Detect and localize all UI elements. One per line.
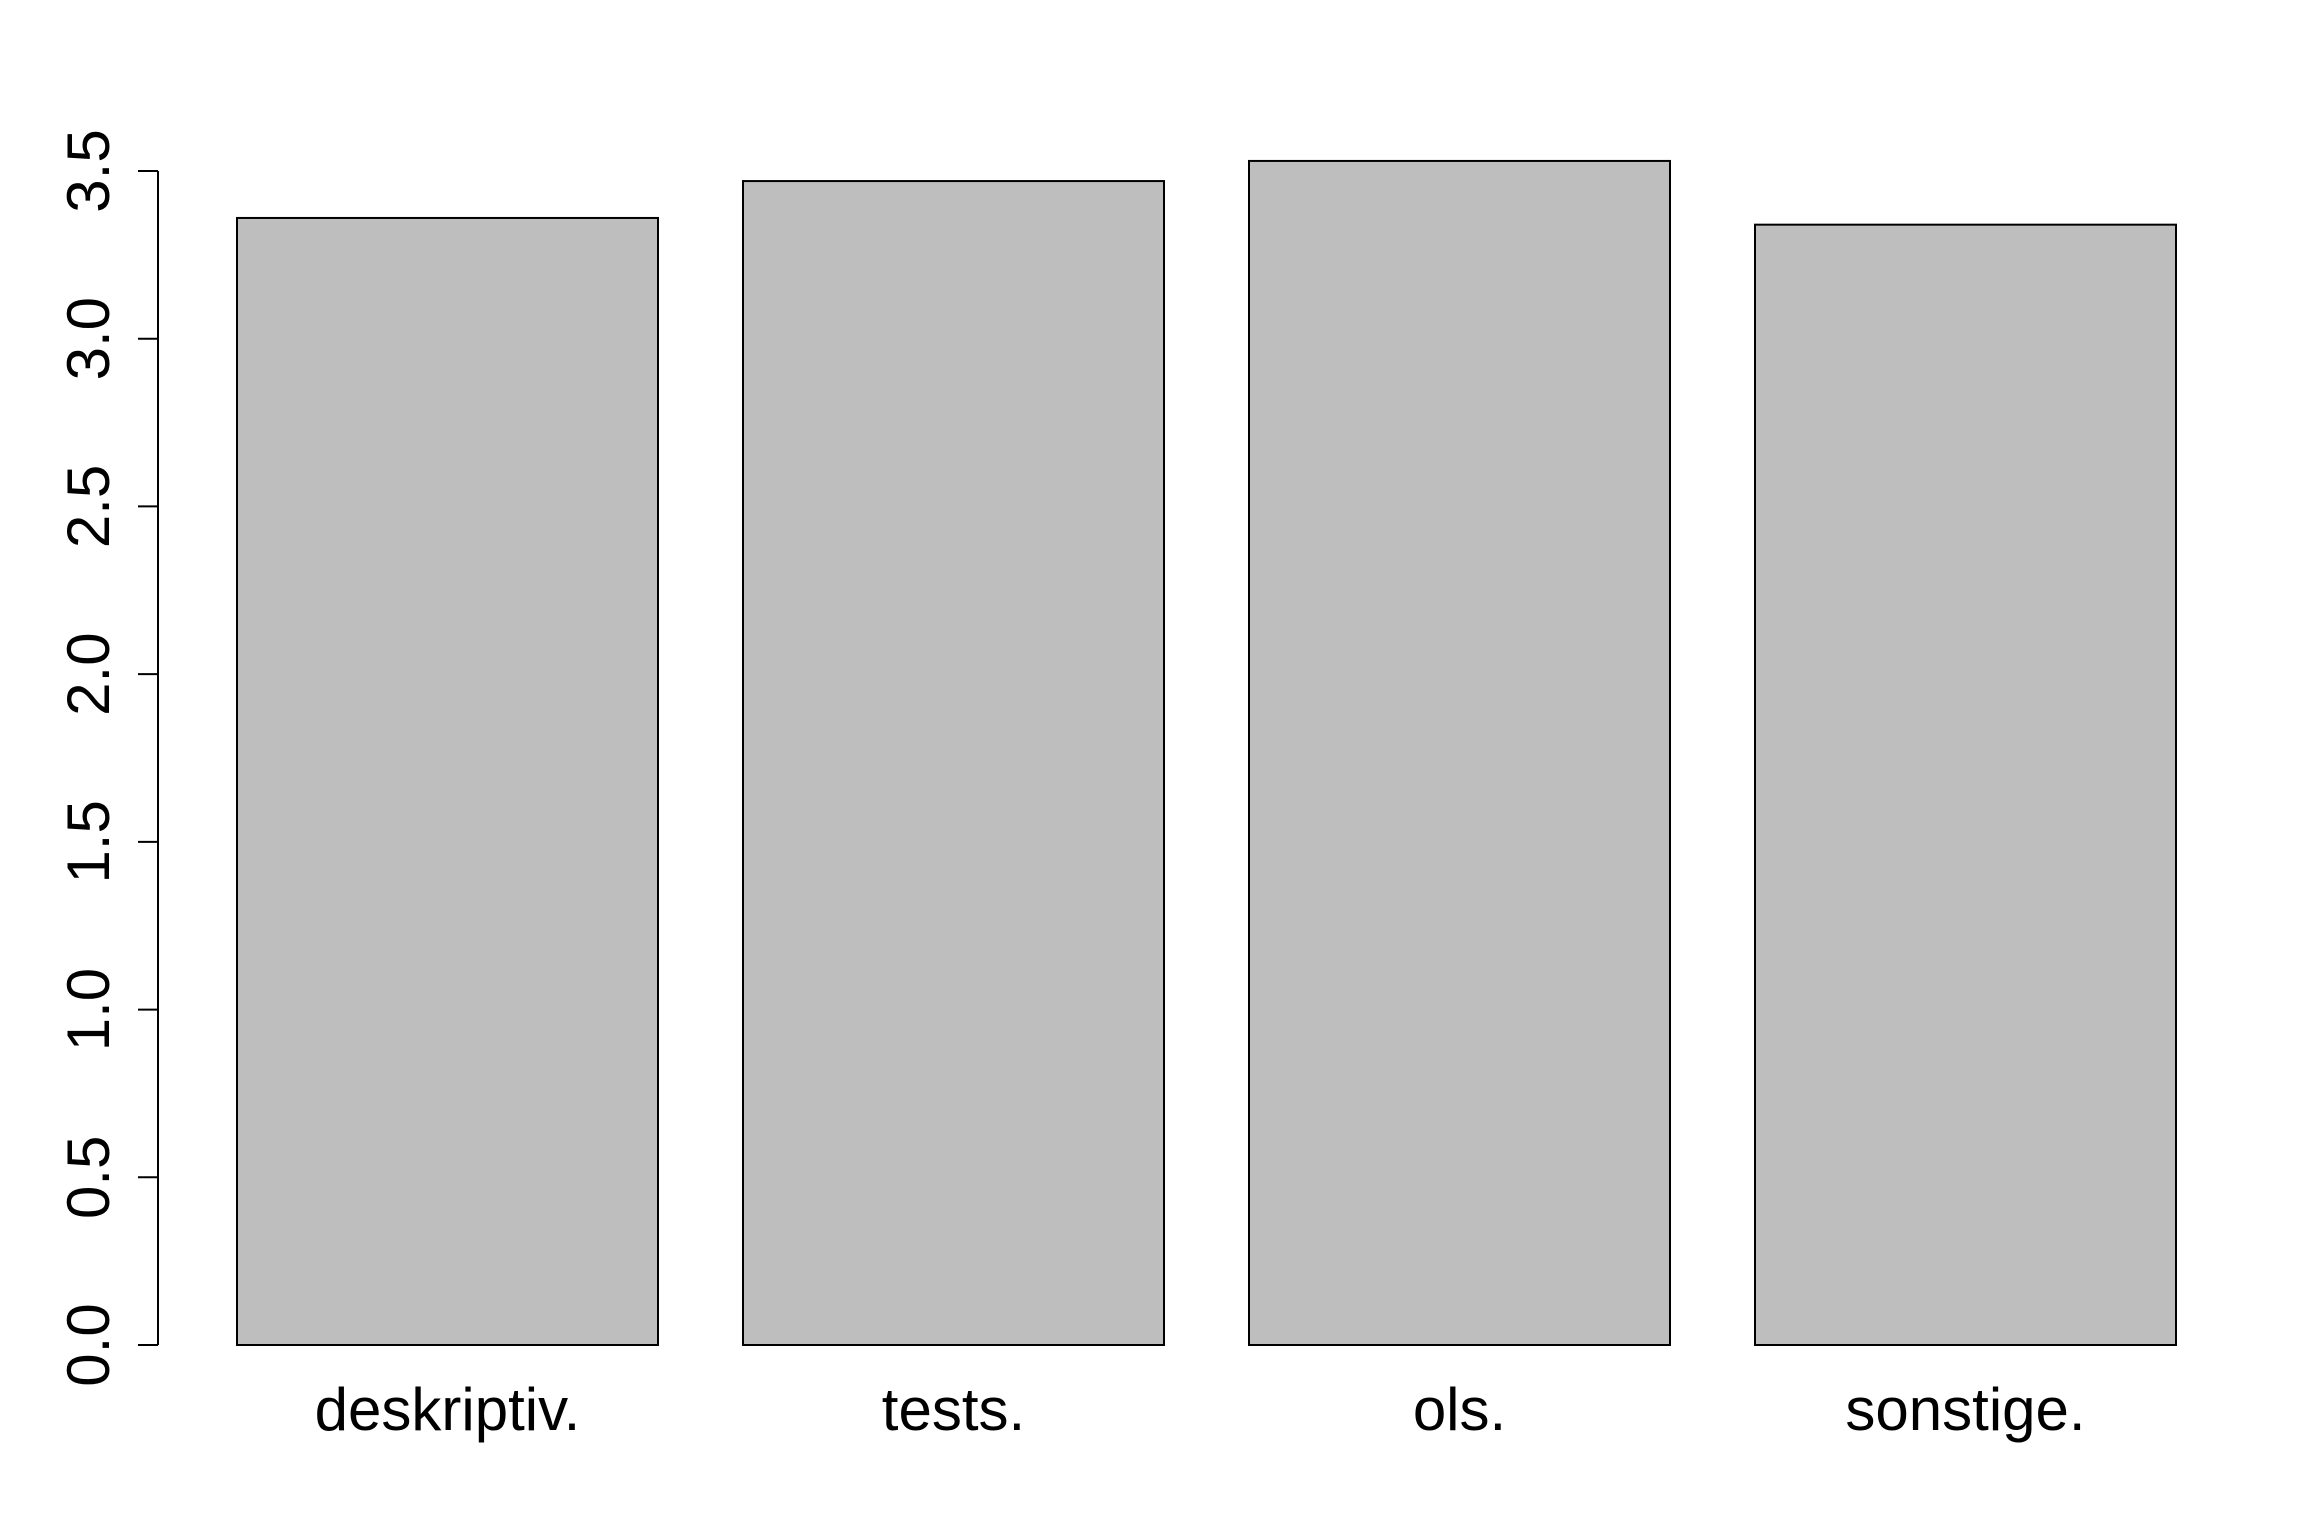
bar-tests: [742, 180, 1165, 1346]
x-category-label: ols.: [1413, 1376, 1506, 1443]
y-tick-label: 0.0: [55, 1303, 122, 1386]
bar-deskriptiv: [236, 216, 659, 1347]
y-tick-label: 3.0: [55, 297, 122, 380]
y-tick-label: 2.0: [55, 632, 122, 715]
y-axis: 0.0 0.5 1.0 1.5 2.0 2.5 3.0 3.5: [55, 129, 159, 1387]
y-tick-label: 1.0: [55, 968, 122, 1051]
y-tick-label: 0.5: [55, 1136, 122, 1219]
x-category-label: tests.: [882, 1376, 1025, 1443]
bar-ols: [1248, 159, 1671, 1347]
bar-sonstige: [1754, 223, 2177, 1346]
x-category-label: sonstige.: [1845, 1376, 2085, 1443]
bars-group: [236, 159, 2177, 1347]
y-tick-label: 3.5: [55, 129, 122, 212]
y-tick-label: 2.5: [55, 465, 122, 548]
y-tick-label: 1.5: [55, 800, 122, 883]
x-axis-labels: deskriptiv. tests. ols. sonstige.: [315, 1376, 2086, 1443]
x-category-label: deskriptiv.: [315, 1376, 581, 1443]
